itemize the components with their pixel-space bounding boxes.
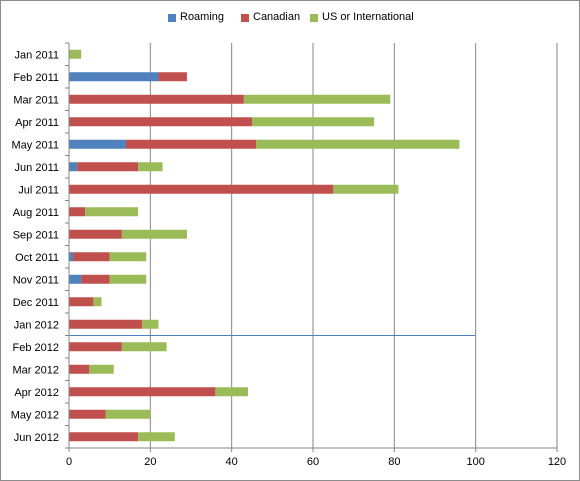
- category-label: Apr 2011: [15, 117, 59, 129]
- bar-segment-canadian: [81, 274, 110, 284]
- bar-segment-canadian: [69, 229, 122, 239]
- x-tick-label: 20: [144, 456, 156, 468]
- bar-segment-us-or-international: [333, 184, 399, 194]
- legend: Roaming Canadian US or International: [0, 10, 580, 26]
- axes: [65, 42, 558, 452]
- x-tick-label: 80: [388, 456, 400, 468]
- bar-segment-us-or-international: [89, 364, 114, 374]
- x-tick-labels: 0 20 40 60 80 100 120: [66, 456, 566, 468]
- category-label: Aug 2011: [13, 207, 59, 219]
- bar-segment-canadian: [69, 364, 90, 374]
- x-tick-label: 60: [307, 456, 319, 468]
- category-label: Dec 2011: [13, 297, 59, 309]
- category-label: Jan 2012: [14, 319, 59, 331]
- bar-segment-us-or-international: [138, 162, 163, 172]
- bar-segment-canadian: [69, 297, 94, 307]
- category-label: Feb 2012: [13, 342, 59, 354]
- bar-segment-canadian: [69, 387, 216, 397]
- bar-segment-us-or-international: [138, 432, 175, 442]
- bar-segment-us-or-international: [121, 229, 187, 239]
- category-label: Nov 2011: [13, 274, 59, 286]
- bar-segment-canadian: [69, 342, 122, 352]
- gridlines: [149, 43, 558, 448]
- bar-segment-us-or-international: [109, 252, 147, 262]
- bar-segment-us-or-international: [105, 409, 151, 419]
- category-label: Jun 2012: [14, 432, 59, 444]
- bar-segment-us-or-international: [93, 297, 102, 307]
- category-label: Sep 2011: [13, 229, 59, 241]
- bar-segment-us-or-international: [243, 94, 391, 104]
- category-label: Jul 2011: [18, 184, 59, 196]
- bar-segment-us-or-international: [69, 49, 82, 59]
- bar-segment-us-or-international: [85, 207, 139, 217]
- bar-segment-roaming: [69, 274, 82, 284]
- bar-segment-us-or-international: [142, 319, 159, 329]
- bar-segment-roaming: [69, 252, 74, 262]
- legend-swatch-canadian: [241, 14, 249, 22]
- bar-segment-canadian: [73, 252, 110, 262]
- category-label: Oct 2011: [15, 252, 59, 264]
- category-label: Mar 2012: [13, 364, 59, 376]
- bar-segment-roaming: [69, 139, 126, 149]
- bar-segment-roaming: [69, 162, 78, 172]
- bar-segment-us-or-international: [109, 274, 147, 284]
- category-label: May 2012: [11, 409, 59, 421]
- x-tick-label: 100: [466, 456, 484, 468]
- bar-segment-canadian: [69, 207, 86, 217]
- bar-segment-canadian: [69, 319, 143, 329]
- x-tick-label: 40: [226, 456, 238, 468]
- x-tick-label: 0: [66, 456, 72, 468]
- category-label: Jun 2011: [15, 162, 59, 174]
- category-label: Feb 2011: [13, 72, 59, 84]
- x-tick-label: 120: [548, 456, 566, 468]
- bar-segment-canadian: [69, 184, 334, 194]
- legend-label-canadian: Canadian: [253, 11, 301, 23]
- category-label: Mar 2011: [13, 94, 59, 106]
- legend-label-us-international: US or International: [322, 11, 414, 23]
- bar-segment-canadian: [69, 409, 106, 419]
- bar-segment-us-or-international: [215, 387, 248, 397]
- legend-swatch-roaming: [168, 14, 176, 22]
- bar-segment-us-or-international: [252, 117, 374, 127]
- bar-segment-canadian: [77, 162, 139, 172]
- bar-segment-us-or-international: [121, 342, 167, 352]
- category-label: Jan 2011: [15, 49, 59, 61]
- bar-segment-canadian: [69, 94, 244, 104]
- bar-segment-canadian: [125, 139, 257, 149]
- bars: [69, 49, 460, 442]
- legend-label-roaming: Roaming: [180, 11, 225, 23]
- bar-segment-roaming: [69, 72, 159, 82]
- bar-segment-canadian: [158, 72, 187, 82]
- category-label: May 2011: [12, 139, 60, 151]
- legend-swatch-us-international: [310, 14, 318, 22]
- bar-segment-canadian: [69, 117, 252, 127]
- bar-segment-canadian: [69, 432, 139, 442]
- bar-segment-us-or-international: [256, 139, 460, 149]
- category-label: Apr 2012: [14, 387, 59, 399]
- category-labels: Jan 2011 Feb 2011 Mar 2011 Apr 2011 May 2011…: [11, 49, 59, 444]
